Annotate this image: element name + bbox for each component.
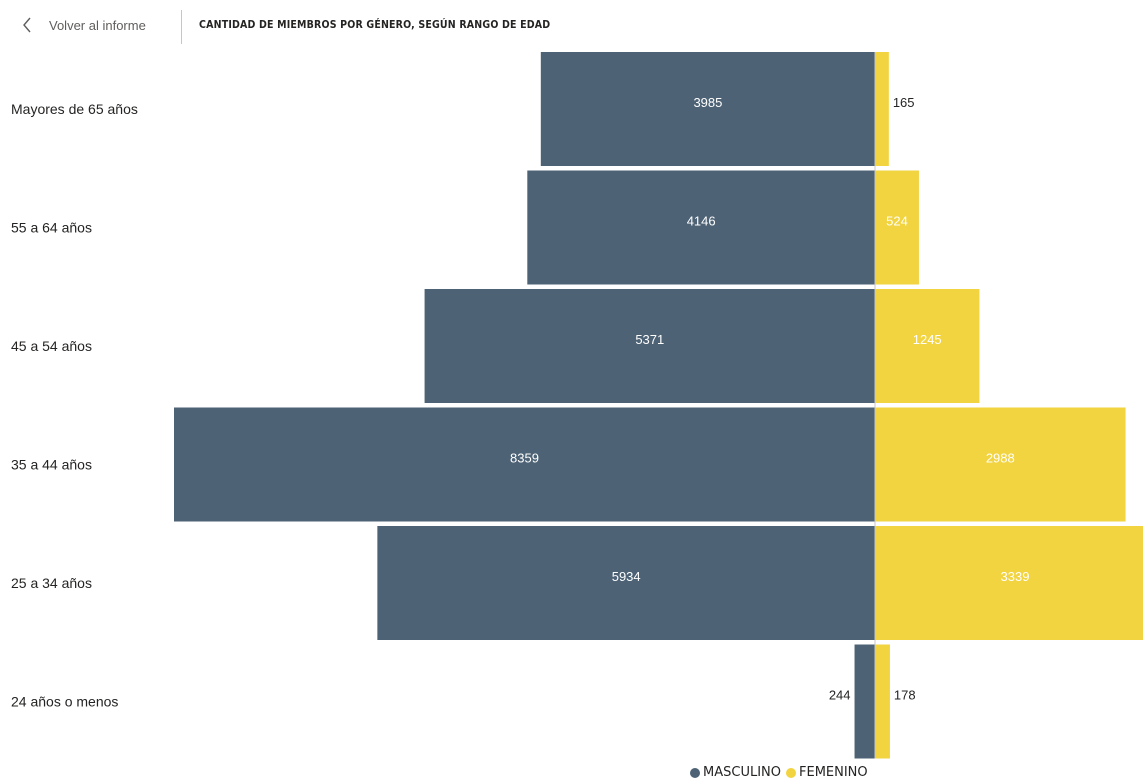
bar-masculino[interactable] <box>377 526 875 640</box>
bar-masculino[interactable] <box>424 289 875 403</box>
chevron-left-icon <box>23 17 31 33</box>
bar-masculino[interactable] <box>527 170 875 285</box>
data-label-masculino: 3985 <box>693 95 722 110</box>
bar-femenino[interactable] <box>875 407 1126 522</box>
data-label-femenino: 165 <box>893 95 915 110</box>
category-label: 45 a 54 años <box>11 338 92 354</box>
category-label: 24 años o menos <box>11 694 118 710</box>
legend-dot-femenino <box>786 767 796 778</box>
header-divider <box>181 10 182 44</box>
data-label-masculino: 4146 <box>687 214 716 229</box>
top-bar: Volver al informe CANTIDAD DE MIEMBROS P… <box>0 0 1143 46</box>
data-label-femenino: 524 <box>886 214 908 229</box>
legend-item-masculino[interactable]: MASCULINO <box>690 765 781 780</box>
data-label-masculino: 244 <box>829 688 851 703</box>
bar-masculino[interactable] <box>854 644 875 759</box>
bar-femenino[interactable] <box>875 526 1143 640</box>
category-label: 35 a 44 años <box>11 457 92 473</box>
category-label: Mayores de 65 años <box>11 101 138 117</box>
data-label-masculino: 5371 <box>635 332 664 347</box>
data-label-femenino: 2988 <box>986 451 1015 466</box>
category-label: 55 a 64 años <box>11 220 92 236</box>
page-title: CANTIDAD DE MIEMBROS POR GÉNERO, SEGÚN R… <box>199 18 551 31</box>
legend-dot-masculino <box>690 767 700 778</box>
legend-label-femenino: FEMENINO <box>799 765 868 780</box>
back-to-report-label: Volver al informe <box>49 17 146 33</box>
bar-femenino[interactable] <box>875 644 890 759</box>
bar-masculino[interactable] <box>174 407 875 522</box>
bar-femenino[interactable] <box>875 170 919 285</box>
data-label-femenino: 1245 <box>913 332 942 347</box>
bar-femenino[interactable] <box>875 52 889 166</box>
data-label-femenino: 178 <box>894 688 916 703</box>
legend-item-femenino[interactable]: FEMENINO <box>786 765 868 780</box>
bar-masculino[interactable] <box>540 52 875 166</box>
category-label: 25 a 34 años <box>11 575 92 591</box>
data-label-masculino: 8359 <box>510 451 539 466</box>
bar-femenino[interactable] <box>875 289 980 403</box>
legend-label-masculino: MASCULINO <box>703 765 781 780</box>
data-label-masculino: 5934 <box>612 569 641 584</box>
back-to-report-button[interactable]: Volver al informe <box>22 12 146 38</box>
chart-legend: MASCULINO FEMENINO <box>690 765 873 780</box>
data-label-femenino: 3339 <box>1001 569 1030 584</box>
